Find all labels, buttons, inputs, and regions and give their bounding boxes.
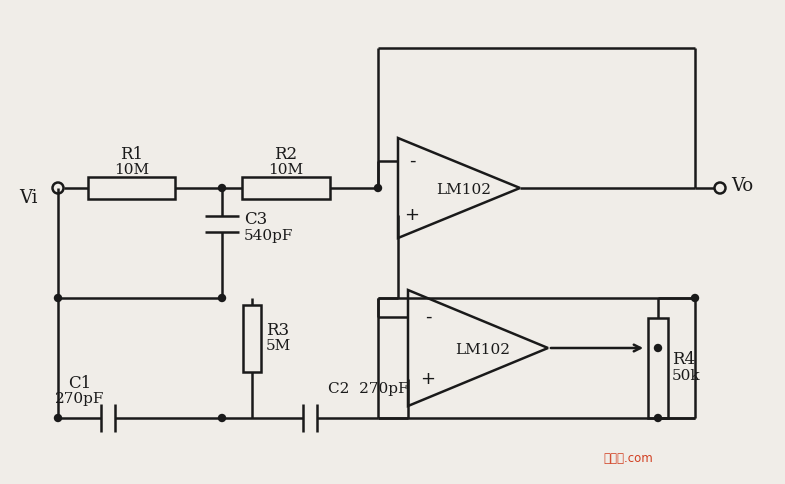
Bar	[648, 318, 668, 418]
Text: -: -	[409, 152, 415, 170]
Text: R2: R2	[275, 146, 298, 163]
Text: Vo: Vo	[731, 177, 753, 195]
Text: 10M: 10M	[268, 163, 304, 177]
Circle shape	[218, 294, 225, 302]
Circle shape	[54, 294, 61, 302]
Circle shape	[374, 184, 382, 192]
Text: -: -	[425, 308, 431, 326]
Text: R1: R1	[120, 146, 143, 163]
Text: LM102: LM102	[436, 183, 491, 197]
Circle shape	[655, 414, 662, 422]
Circle shape	[218, 414, 225, 422]
Text: +: +	[421, 370, 436, 388]
Bar	[243, 305, 261, 372]
Text: 540pF: 540pF	[244, 229, 294, 243]
Polygon shape	[408, 290, 548, 406]
Text: LM102: LM102	[455, 343, 510, 357]
Text: 50k: 50k	[672, 369, 701, 383]
Text: C3: C3	[244, 212, 267, 228]
Text: C1: C1	[68, 375, 92, 392]
Text: +: +	[404, 206, 419, 224]
Circle shape	[218, 184, 225, 192]
Circle shape	[54, 414, 61, 422]
Text: R4: R4	[672, 351, 696, 368]
Circle shape	[655, 345, 662, 351]
Circle shape	[692, 294, 699, 302]
Text: 10M: 10M	[114, 163, 149, 177]
Bar	[88, 177, 175, 199]
Text: 接线图.com: 接线图.com	[603, 452, 653, 465]
Bar	[242, 177, 330, 199]
Text: 270pF: 270pF	[55, 392, 104, 406]
Text: C2  270pF: C2 270pF	[328, 382, 408, 396]
Text: 5M: 5M	[266, 339, 291, 353]
Polygon shape	[398, 138, 520, 238]
Text: Vi: Vi	[19, 189, 37, 207]
Text: R3: R3	[266, 322, 289, 339]
